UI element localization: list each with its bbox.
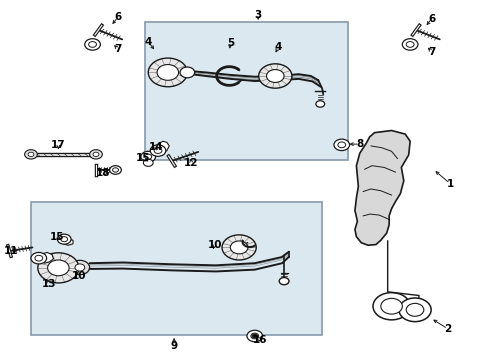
- Circle shape: [24, 150, 37, 159]
- Circle shape: [93, 152, 99, 157]
- Circle shape: [373, 293, 410, 320]
- Text: 5: 5: [227, 38, 234, 48]
- Text: 9: 9: [171, 341, 178, 351]
- FancyBboxPatch shape: [31, 202, 322, 335]
- Text: 14: 14: [149, 142, 163, 152]
- Circle shape: [399, 298, 431, 321]
- Circle shape: [252, 334, 258, 338]
- Circle shape: [406, 303, 424, 316]
- Circle shape: [113, 168, 119, 172]
- FancyBboxPatch shape: [145, 22, 347, 160]
- Circle shape: [148, 58, 187, 87]
- Circle shape: [338, 142, 345, 148]
- Text: 15: 15: [49, 232, 64, 242]
- Circle shape: [75, 264, 85, 271]
- Circle shape: [150, 145, 166, 156]
- Text: 15: 15: [136, 153, 150, 163]
- Text: 3: 3: [255, 10, 262, 20]
- Circle shape: [57, 234, 71, 244]
- Circle shape: [259, 64, 292, 88]
- Circle shape: [222, 235, 256, 260]
- Circle shape: [28, 152, 34, 157]
- Circle shape: [279, 278, 289, 285]
- Text: 17: 17: [51, 140, 66, 150]
- Circle shape: [110, 166, 122, 174]
- Text: 10: 10: [72, 271, 86, 281]
- Circle shape: [144, 159, 153, 166]
- Text: 6: 6: [114, 12, 122, 22]
- Circle shape: [157, 64, 178, 80]
- Text: 18: 18: [96, 168, 111, 178]
- Circle shape: [154, 148, 162, 153]
- Text: 7: 7: [114, 44, 122, 54]
- Circle shape: [334, 139, 349, 150]
- Circle shape: [35, 255, 43, 261]
- Circle shape: [61, 237, 68, 242]
- Circle shape: [85, 39, 100, 50]
- Text: 8: 8: [356, 139, 364, 149]
- Polygon shape: [41, 252, 53, 263]
- Circle shape: [406, 41, 414, 47]
- Text: 10: 10: [207, 240, 222, 250]
- Text: 6: 6: [428, 14, 435, 24]
- Text: 4: 4: [145, 37, 152, 47]
- Circle shape: [70, 260, 90, 275]
- Text: 11: 11: [4, 246, 19, 256]
- Circle shape: [145, 154, 152, 159]
- Circle shape: [141, 151, 156, 162]
- Circle shape: [247, 330, 263, 342]
- Text: 4: 4: [274, 42, 282, 52]
- Text: 12: 12: [184, 158, 198, 168]
- Polygon shape: [158, 141, 169, 153]
- Text: 2: 2: [444, 324, 451, 334]
- Polygon shape: [355, 131, 410, 245]
- Circle shape: [90, 150, 102, 159]
- Text: 16: 16: [252, 334, 267, 345]
- Circle shape: [402, 39, 418, 50]
- Text: 7: 7: [428, 46, 435, 57]
- Circle shape: [38, 253, 79, 283]
- Circle shape: [251, 333, 259, 339]
- Circle shape: [89, 41, 97, 47]
- Circle shape: [48, 260, 69, 276]
- Circle shape: [31, 252, 47, 264]
- Circle shape: [230, 241, 248, 254]
- Circle shape: [381, 298, 402, 314]
- Text: 13: 13: [41, 279, 56, 289]
- Circle shape: [267, 69, 284, 82]
- Circle shape: [180, 67, 195, 78]
- Text: 1: 1: [446, 179, 454, 189]
- Polygon shape: [63, 239, 73, 245]
- Circle shape: [316, 101, 325, 107]
